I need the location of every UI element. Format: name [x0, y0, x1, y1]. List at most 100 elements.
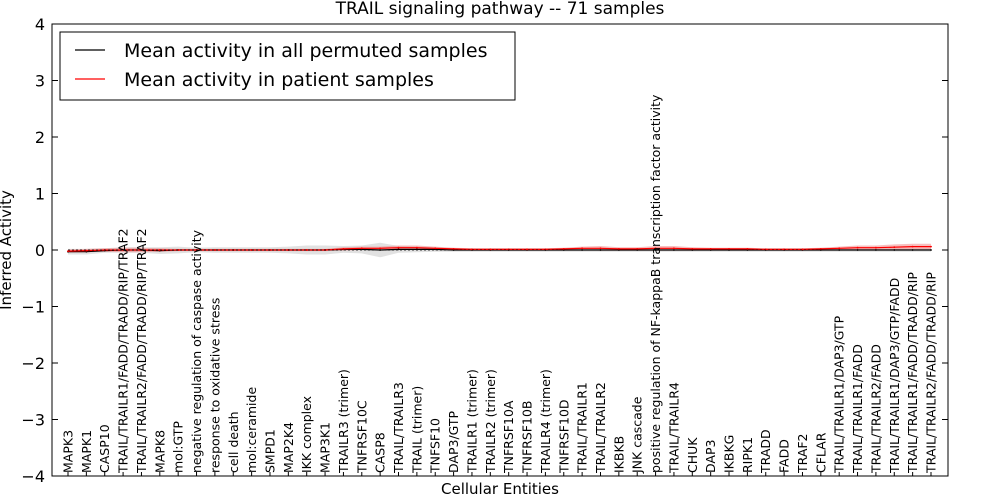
x-tick-label: negative regulation of caspase activity [189, 229, 204, 473]
point-series-1 [562, 248, 565, 250]
series-lines [67, 245, 932, 253]
point-series-1 [360, 247, 363, 250]
point-series-1 [305, 249, 308, 251]
x-tick-label: TNFRSF10C [354, 400, 369, 474]
point-series-1 [452, 248, 455, 250]
point-series-1 [930, 245, 932, 248]
y-axis-label: Inferred Activity [0, 190, 15, 310]
point-series-1 [728, 248, 730, 250]
point-series-1 [654, 247, 657, 250]
point-series-1 [342, 248, 345, 250]
point-series-1 [709, 248, 712, 250]
point-series-0 [893, 249, 896, 251]
x-tick-label: TRAILR3 (trimer) [336, 369, 351, 474]
x-tick-label: FADD [777, 439, 792, 473]
point-series-1 [636, 248, 639, 250]
x-tick-label: TRADD [758, 429, 773, 474]
x-tick-label: TRAIL/TRAILR1/FADD [850, 344, 865, 474]
x-tick-label: TRAILR2 (trimer) [483, 369, 498, 474]
line-series-1 [67, 246, 931, 252]
y-tick-label: 0 [35, 241, 45, 260]
point-series-0 [654, 249, 657, 251]
x-tick-label: response to oxidative stress [207, 298, 222, 473]
point-series-1 [746, 248, 749, 250]
point-series-1 [250, 249, 253, 251]
x-tick-label: positive regulation of NF-kappaB transcr… [648, 94, 663, 473]
point-series-1 [911, 245, 914, 248]
x-tick-label: TRAIL/TRAILR2 [593, 382, 608, 474]
x-tick-label: TNFRSF10D [556, 399, 571, 474]
x-tick-label: TNFSF10 [428, 418, 443, 474]
x-tick-label: TRAIL/TRAILR1/FADD/TRADD/RIP/TRAF2 [116, 228, 131, 474]
x-tick-label: DAP3 [703, 440, 718, 473]
x-tick-label: TRAILR1 (trimer) [465, 369, 480, 474]
x-tick-label: CHUK [685, 437, 700, 473]
x-tick-label: TRAIL/TRAILR3 [391, 382, 406, 474]
point-series-1 [122, 249, 124, 251]
x-axis: MAPK3 MAPK1 CASP10 TRAIL/TRAILR1/FADD/TRADD… [61, 94, 939, 476]
point-series-1 [379, 247, 381, 250]
x-tick-label: MAPK3 [61, 430, 76, 473]
x-tick-label: CASP10 [97, 424, 112, 473]
legend-label-permuted: Mean activity in all permuted samples [124, 40, 487, 62]
point-series-1 [673, 247, 675, 250]
point-series-0 [397, 248, 400, 251]
x-tick-label: TRAIL (trimer) [409, 386, 424, 474]
point-series-1 [67, 250, 69, 253]
y-tick-label: −4 [21, 467, 45, 486]
y-axis: −4 −3 −2 −1 0 1 2 3 4 [21, 15, 948, 486]
point-series-0 [930, 249, 932, 251]
y-tick-label: −3 [21, 411, 45, 430]
x-tick-label: DAP3/GTP [446, 410, 461, 473]
x-tick-label: mol:GTP [171, 421, 186, 473]
x-tick-label: CFLAR [813, 432, 828, 473]
x-tick-label: MAP2K4 [281, 422, 296, 473]
point-series-1 [801, 248, 804, 251]
point-series-0 [581, 249, 583, 251]
point-series-1 [214, 249, 216, 251]
point-series-1 [177, 249, 180, 251]
x-tick-label: mol:ceramide [244, 387, 259, 473]
y-tick-label: 2 [35, 128, 45, 147]
x-tick-label: MAPK8 [152, 430, 167, 473]
chart-title: TRAIL signaling pathway -- 71 samples [335, 0, 665, 19]
x-tick-label: TRAIL/TRAILR1/DAP3/GTP [832, 315, 847, 474]
x-tick-label: MAPK1 [79, 430, 94, 473]
x-tick-label: TRAILR4 (trimer) [538, 369, 553, 474]
point-series-1 [526, 248, 528, 251]
x-tick-label: TNFRSF10B [520, 401, 535, 474]
x-tick-label: TRAF2 [795, 433, 810, 474]
x-tick-label: TRAIL/TRAILR1 [575, 382, 590, 474]
x-tick-label: TRAIL/TRAILR2/FADD/TRADD/RIP/TRAF2 [134, 228, 149, 474]
x-tick-label: JNK cascade [630, 396, 645, 474]
y-tick-label: 3 [35, 72, 45, 91]
point-series-1 [416, 246, 418, 249]
point-series-1 [875, 246, 877, 249]
point-series-1 [838, 247, 841, 250]
legend-box [59, 31, 516, 101]
point-series-1 [819, 248, 822, 250]
legend-label-patient: Mean activity in patient samples [124, 69, 434, 91]
x-tick-label: MAP3K1 [318, 422, 333, 473]
y-tick-label: 1 [35, 185, 45, 204]
point-series-0 [875, 249, 877, 251]
point-series-1 [397, 246, 400, 249]
point-series-0 [838, 249, 841, 251]
legend: Mean activity in all permuted samples Me… [59, 31, 516, 101]
x-tick-label: TNFRSF10A [501, 400, 516, 474]
point-series-1 [893, 246, 896, 249]
x-tick-label: CASP8 [373, 432, 388, 473]
point-series-1 [158, 249, 161, 251]
y-tick-label: −1 [21, 298, 45, 317]
y-tick-label: 4 [35, 15, 45, 34]
x-axis-label: Cellular Entities [441, 480, 559, 498]
y-tick-label: −2 [21, 354, 45, 373]
x-tick-label: IKBKB [611, 436, 626, 473]
x-tick-label: TRAIL/TRAILR2/FADD [868, 344, 883, 474]
x-tick-label: TRAIL/TRAILR1/DAP3/GTP/FADD [887, 278, 902, 474]
point-series-1 [581, 247, 583, 250]
x-tick-label: cell death [226, 411, 241, 473]
point-series-1 [599, 247, 602, 250]
x-tick-label: SMPD1 [263, 429, 278, 473]
x-tick-label: TRAIL/TRAILR2/FADD/TRADD/RIP [924, 272, 939, 474]
